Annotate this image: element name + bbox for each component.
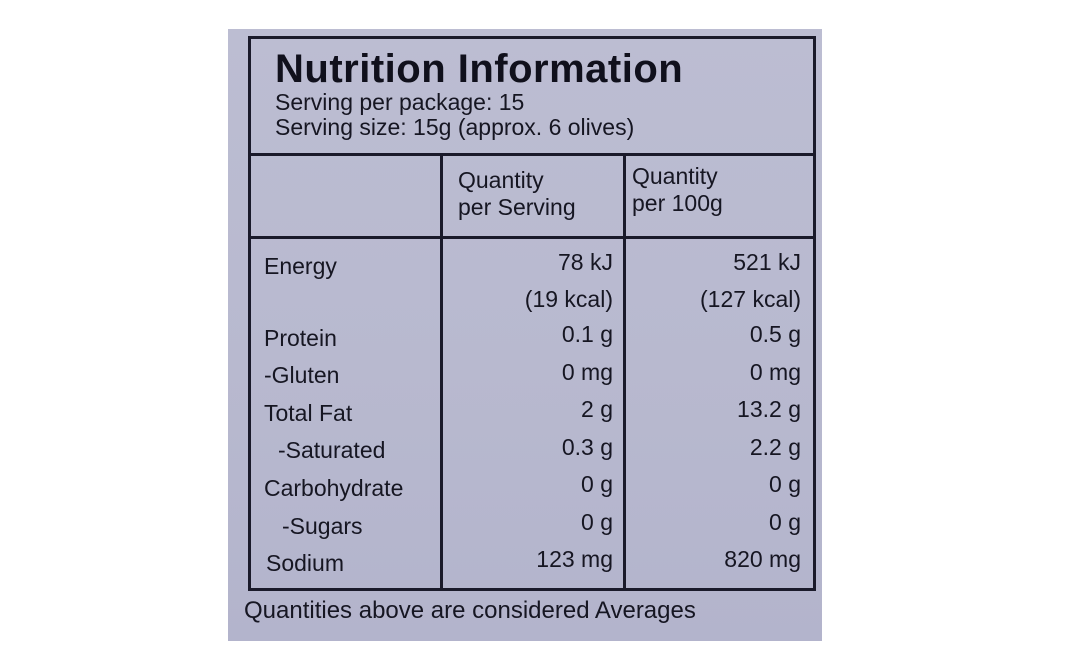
per-100g-value: (127 kcal) [700,286,801,312]
per-serving-value: 123 mg [536,546,613,572]
per-100g-value: 0.5 g [749,321,801,347]
nutrient-name: Sodium [266,550,344,576]
label-photo [228,29,822,641]
per-100g-value: 521 kJ [733,249,801,275]
nutrient-name: -Saturated [278,437,386,463]
column-header-divider [251,236,813,239]
per-100g-value: 820 mg [724,546,801,572]
nutrient-name: Carbohydrate [264,475,404,501]
per-100g-value: 0 mg [749,359,801,385]
per-100g-value: 0 g [769,471,801,497]
per-serving-value: 2 g [581,396,613,422]
column-divider-2 [623,153,626,589]
header-divider [251,153,813,156]
nutrient-name: -Gluten [264,362,340,388]
per-serving-value: 78 kJ [558,249,613,275]
per-serving-value: 0 g [581,509,613,535]
per-100g-value: 13.2 g [737,396,801,422]
nutrient-name: Total Fat [264,400,353,426]
column-header-per-100g: Quantity per 100g [632,163,723,217]
per-serving-value: 0.3 g [561,434,613,460]
per-serving-value: (19 kcal) [524,286,613,312]
per-100g-value: 0 g [769,509,801,535]
per-100g-value: 2.2 g [749,434,801,460]
column-header-line: Quantity [458,167,544,193]
per-serving-value: 0.1 g [561,321,613,347]
nutrition-panel: Nutrition Information Serving per packag… [248,36,816,591]
nutrient-name: Protein [264,325,337,351]
per-serving-value: 0 mg [561,359,613,385]
column-divider-1 [440,153,443,589]
averages-note: Quantities above are considered Averages [244,597,696,624]
nutrient-name: -Sugars [282,513,363,539]
per-serving-value: 0 g [581,471,613,497]
serving-size: Serving size: 15g (approx. 6 olives) [275,114,635,140]
column-header-line: per 100g [632,190,723,216]
column-header-per-serving: Quantity per Serving [458,167,576,221]
servings-per-package: Serving per package: 15 [275,89,525,115]
column-header-line: Quantity [632,163,718,189]
nutrient-name: Energy [264,253,337,279]
panel-title: Nutrition Information [275,47,684,91]
column-header-line: per Serving [458,194,576,220]
